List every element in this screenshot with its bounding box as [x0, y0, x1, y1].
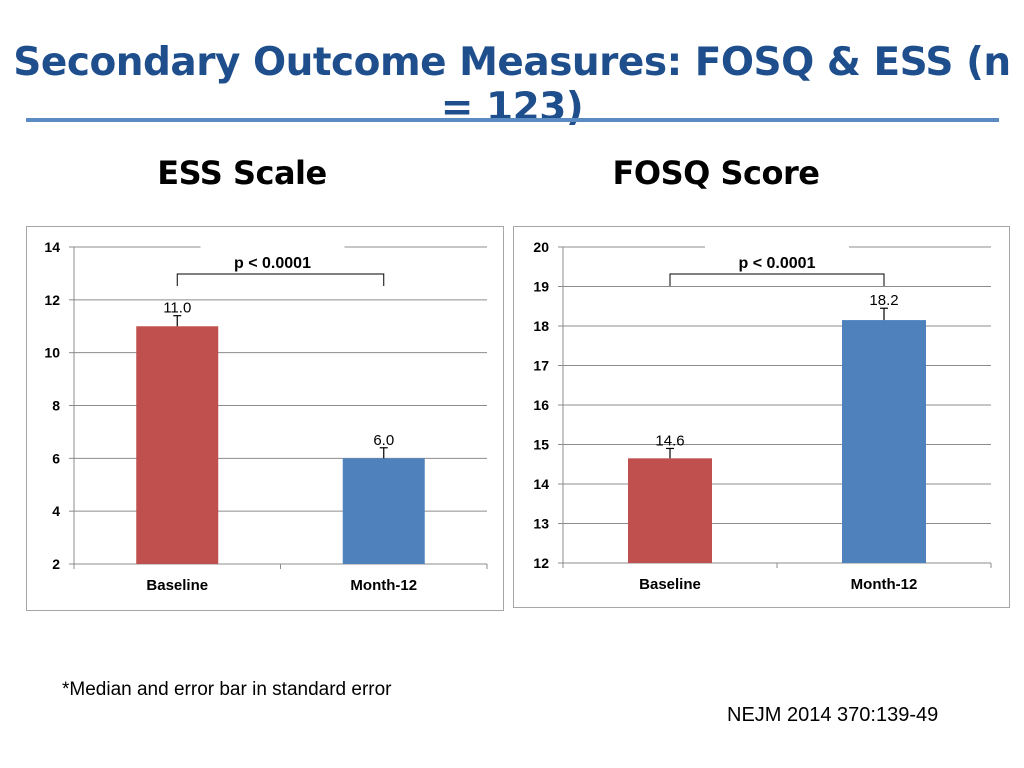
y-tick-label: 10 — [44, 345, 60, 361]
x-tick-label: Month-12 — [851, 576, 918, 593]
y-tick-label: 6 — [52, 450, 60, 466]
annotation-mask — [200, 243, 345, 272]
y-tick-label: 12 — [44, 292, 60, 308]
citation: NEJM 2014 370:139-49 — [727, 704, 939, 726]
data-label: 18.2 — [869, 292, 898, 309]
bar-month-12 — [342, 458, 425, 564]
y-tick-label: 20 — [533, 239, 549, 255]
x-tick-label: Month-12 — [350, 577, 417, 594]
y-tick-label: 18 — [533, 318, 549, 334]
y-tick-label: 4 — [52, 503, 60, 519]
y-tick-label: 14 — [533, 476, 549, 492]
bar-baseline — [136, 326, 219, 564]
fosq-bar-chart: 12 13 14 15 16 17 18 19 20 14.6 Baseline 18.2 Month-… — [513, 226, 1010, 608]
p-value-annotation: p < 0.0001 — [234, 255, 311, 272]
x-tick-label: Baseline — [639, 576, 701, 593]
y-tick-label: 14 — [44, 239, 60, 255]
y-tick-label: 16 — [533, 397, 549, 413]
x-tick-label: Baseline — [146, 577, 208, 594]
chart-frame — [26, 226, 504, 611]
y-tick-label: 12 — [533, 555, 549, 571]
chart-frame — [513, 226, 1010, 608]
footnote: *Median and error bar in standard error — [62, 679, 392, 700]
significance-bracket — [176, 273, 385, 286]
ess-chart-title: ESS Scale — [157, 154, 327, 192]
title-rule — [26, 118, 999, 122]
bar-month-12 — [842, 320, 926, 563]
y-tick-label: 2 — [52, 556, 60, 572]
slide-title: Secondary Outcome Measures: FOSQ & ESS (… — [13, 40, 1011, 130]
data-label: 11.0 — [163, 300, 191, 317]
data-label: 14.6 — [655, 432, 684, 449]
y-tick-label: 17 — [533, 358, 549, 374]
bar-baseline — [628, 458, 712, 563]
fosq-chart-title: FOSQ Score — [612, 154, 820, 192]
data-label: 6.0 — [373, 432, 394, 449]
annotation-mask — [705, 243, 849, 272]
y-tick-label: 19 — [533, 279, 549, 295]
y-tick-label: 15 — [533, 437, 549, 453]
p-value-annotation: p < 0.0001 — [739, 255, 816, 272]
significance-bracket — [669, 273, 885, 286]
ess-bar-chart: 2 4 6 8 10 12 14 11.0 Baseline 6.0 Month-12 p < 0.0… — [26, 226, 504, 611]
y-tick-label: 8 — [52, 398, 60, 414]
y-tick-label: 13 — [533, 516, 549, 532]
